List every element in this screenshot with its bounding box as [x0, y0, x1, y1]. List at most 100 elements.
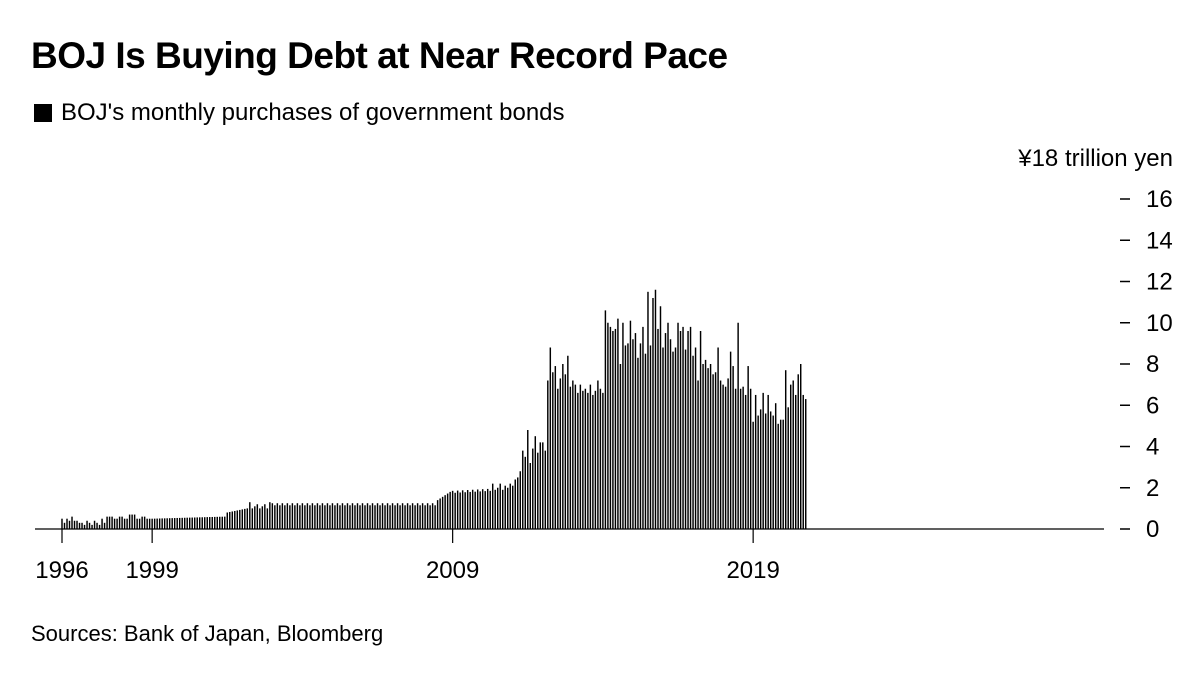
bar — [246, 508, 249, 530]
bar — [547, 380, 549, 529]
bar — [657, 328, 659, 529]
bar — [662, 347, 664, 529]
bar — [324, 505, 326, 529]
bar — [789, 384, 792, 530]
legend-label: BOJ's monthly purchases of government bo… — [61, 99, 565, 126]
bar — [116, 518, 118, 529]
bar — [269, 502, 271, 529]
bar — [552, 372, 554, 529]
bar — [602, 392, 604, 530]
bar — [81, 522, 83, 529]
bar — [216, 516, 218, 529]
source-note: Sources: Bank of Japan, Bloomberg — [31, 621, 384, 646]
bar — [617, 318, 619, 529]
bar — [204, 517, 206, 529]
bar — [767, 394, 769, 529]
bar — [181, 517, 183, 529]
bar — [188, 517, 191, 529]
bar — [692, 355, 694, 529]
bar — [439, 498, 441, 529]
y-tick-label: 2 — [1146, 475, 1159, 502]
y-tick-label: 14 — [1146, 227, 1173, 254]
bar — [411, 503, 414, 529]
bar — [699, 331, 702, 529]
bar — [572, 380, 574, 529]
bar — [329, 505, 331, 529]
bar — [146, 518, 148, 529]
bar — [86, 520, 88, 529]
bar — [709, 364, 712, 529]
bar — [259, 508, 261, 530]
bar — [406, 503, 409, 529]
bar — [562, 364, 564, 529]
bar — [784, 370, 787, 529]
bar — [136, 518, 138, 529]
bar — [276, 503, 279, 529]
bar — [394, 505, 396, 529]
bar — [266, 508, 269, 530]
bar — [226, 512, 228, 529]
bar — [704, 359, 707, 529]
bar — [171, 518, 173, 529]
bar — [679, 331, 682, 529]
bar — [256, 504, 259, 529]
bar — [76, 520, 78, 529]
chart-title: BOJ Is Buying Debt at Near Record Pace — [31, 35, 728, 76]
bar — [446, 493, 449, 529]
bar — [779, 419, 782, 529]
bar — [759, 409, 762, 530]
bar — [517, 477, 519, 529]
bar — [78, 522, 81, 529]
bar — [729, 351, 732, 530]
bar — [777, 423, 779, 529]
x-tick-label: 1996 — [35, 557, 88, 584]
bar — [369, 505, 371, 529]
bar — [193, 517, 196, 529]
bar — [234, 510, 236, 529]
bar — [742, 386, 744, 529]
bar — [128, 514, 131, 529]
y-tick-label: 12 — [1146, 269, 1173, 296]
bar — [579, 384, 582, 530]
bar — [464, 492, 466, 529]
bar — [754, 394, 757, 529]
bar — [684, 349, 687, 529]
bar — [599, 388, 602, 529]
bar — [481, 489, 484, 529]
bar — [434, 505, 436, 529]
bar — [752, 421, 754, 529]
bar — [502, 489, 504, 529]
bar — [619, 364, 622, 529]
bar — [371, 503, 374, 529]
bar — [797, 374, 799, 529]
bar — [166, 518, 168, 529]
bar — [702, 364, 704, 529]
bar — [251, 508, 254, 530]
bar — [148, 518, 151, 529]
bar — [409, 505, 411, 529]
bar — [554, 366, 557, 529]
bar — [274, 505, 276, 529]
bar — [121, 516, 123, 530]
bar — [191, 517, 193, 529]
bar — [594, 390, 597, 529]
bar — [549, 347, 552, 529]
bar — [527, 430, 529, 529]
bar — [254, 506, 256, 529]
bar — [634, 333, 637, 529]
x-tick-label: 2019 — [726, 557, 779, 584]
y-tick-label: 4 — [1146, 434, 1159, 461]
bar — [707, 368, 709, 530]
bar — [376, 503, 379, 529]
bar — [459, 492, 461, 529]
bar — [727, 378, 729, 529]
bar — [241, 509, 244, 529]
bar — [476, 489, 479, 529]
bar — [214, 516, 216, 529]
bar — [426, 503, 429, 529]
bar — [334, 505, 336, 529]
bar — [221, 516, 223, 529]
bar — [239, 509, 241, 529]
bar — [604, 310, 607, 530]
bar — [123, 518, 126, 529]
